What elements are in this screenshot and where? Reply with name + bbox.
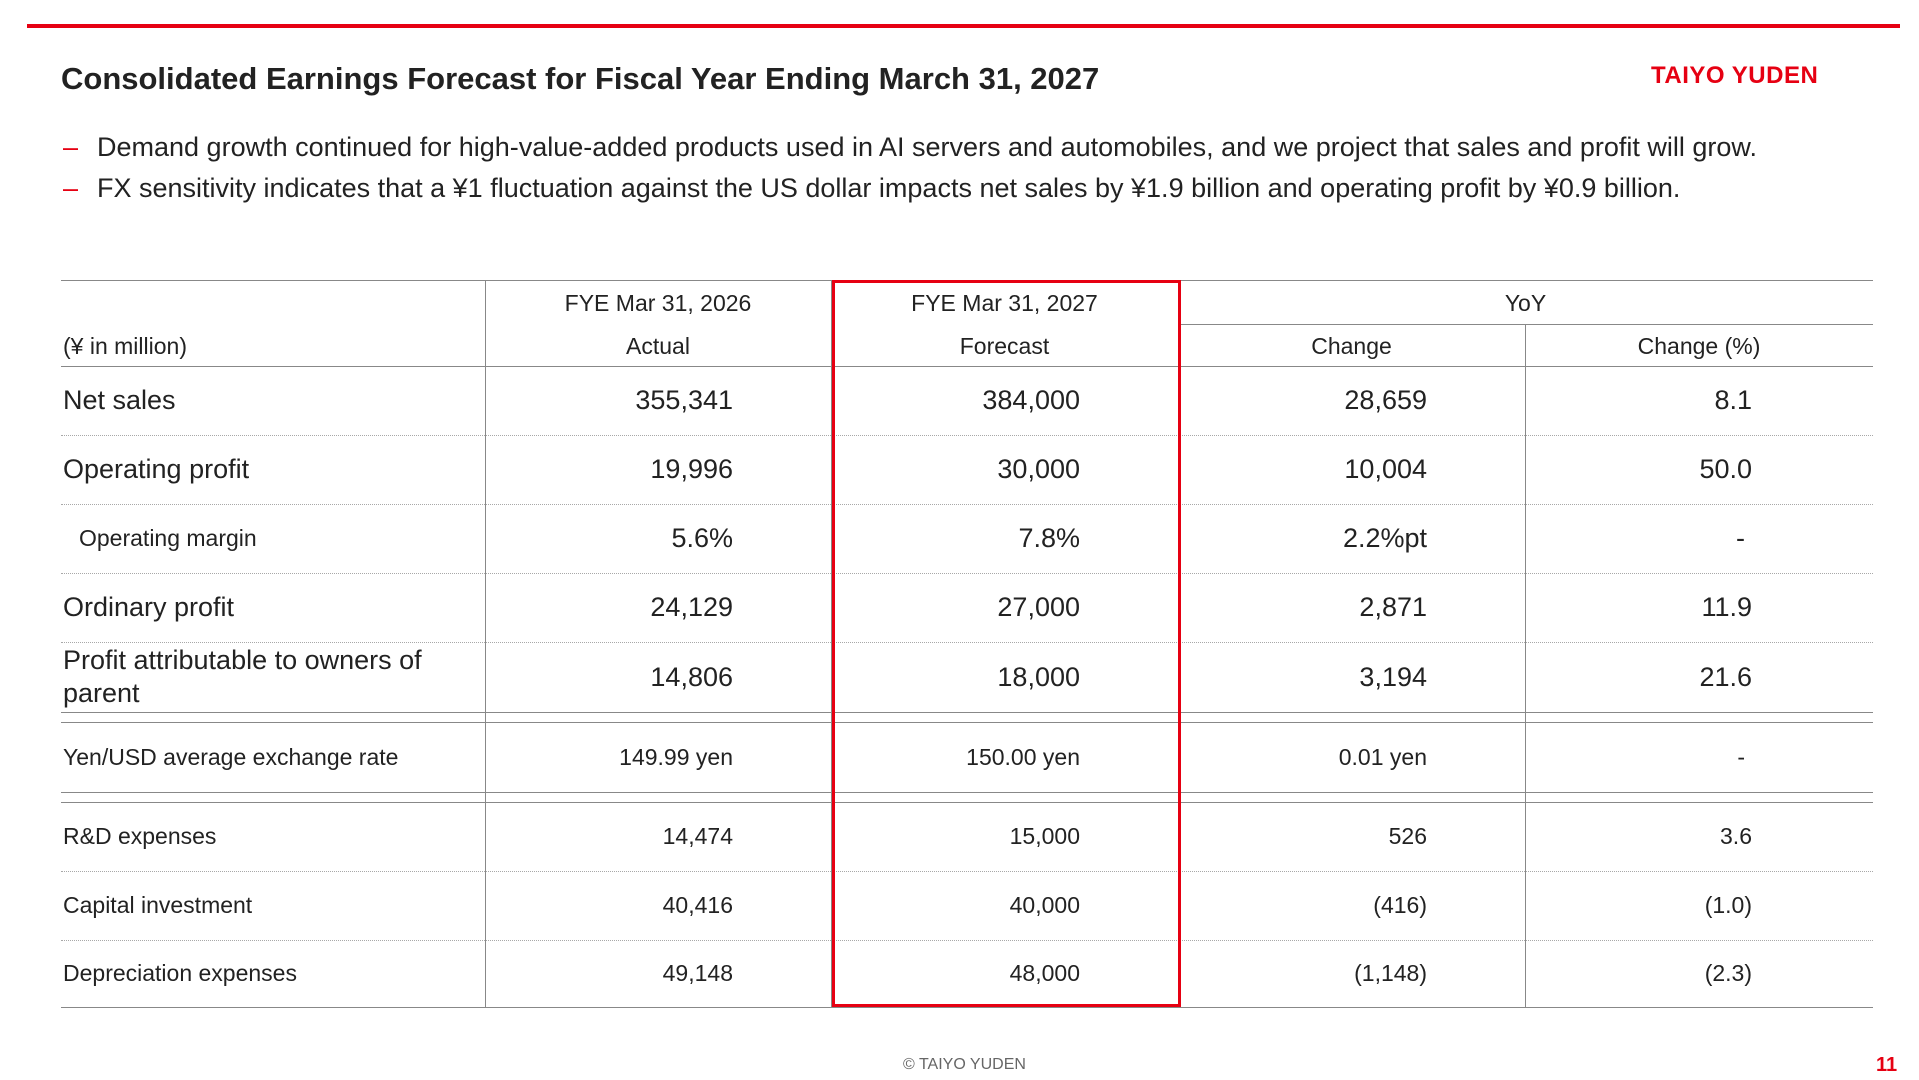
bullet-text: FX sensitivity indicates that a ¥1 fluct… <box>97 173 1681 203</box>
row-label: Operating margin <box>79 525 257 551</box>
row-divider <box>61 871 1873 872</box>
top-accent-rule <box>27 24 1900 28</box>
bullet-dash-icon: – <box>63 132 79 162</box>
col-header-fy2026-type: Actual <box>626 333 690 359</box>
column-divider <box>1525 324 1526 1007</box>
section-rule <box>61 792 1873 793</box>
cell-change-pct: 8.1 <box>1714 385 1752 415</box>
cell-change-pct: (1.0) <box>1704 892 1752 918</box>
cell-actual: 24,129 <box>650 592 733 622</box>
row-label: Net sales <box>63 385 176 415</box>
cell-change: 526 <box>1388 823 1427 849</box>
cell-change-pct: 21.6 <box>1699 661 1752 692</box>
section-rule <box>61 722 1873 723</box>
row-divider <box>61 573 1873 574</box>
cell-change-pct: 50.0 <box>1699 454 1752 484</box>
cell-actual: 49,148 <box>662 960 733 986</box>
cell-forecast: 30,000 <box>997 454 1080 484</box>
section-rule <box>61 802 1873 803</box>
cell-forecast: 27,000 <box>997 592 1080 622</box>
cell-forecast: 40,000 <box>1009 892 1080 918</box>
page-title: Consolidated Earnings Forecast for Fisca… <box>61 61 1100 96</box>
company-logo: TAIYO YUDEN <box>1651 62 1819 89</box>
summary-bullets: – Demand growth continued for high-value-… <box>61 130 1757 212</box>
table-row-net-sales: Net sales 355,341 384,000 28,659 8.1 <box>61 366 1873 435</box>
cell-change: (1,148) <box>1354 960 1427 986</box>
unit-label: (¥ in million) <box>63 333 187 359</box>
cell-change-pct: (2.3) <box>1704 960 1752 986</box>
table-row-rd-expenses: R&D expenses 14,474 15,000 526 3.6 <box>61 802 1873 871</box>
bullet-item: – Demand growth continued for high-value-… <box>61 130 1757 171</box>
cell-actual: 40,416 <box>662 892 733 918</box>
table-row-operating-profit: Operating profit 19,996 30,000 10,004 50… <box>61 435 1873 504</box>
row-divider <box>61 940 1873 941</box>
cell-actual: 14,474 <box>662 823 733 849</box>
section-rule <box>61 712 1873 713</box>
row-divider <box>61 642 1873 643</box>
cell-change-pct: - <box>1737 743 1745 770</box>
table-row-exchange-rate: Yen/USD average exchange rate 149.99 yen… <box>61 722 1873 792</box>
table-row-profit-attributable: Profit attributable to owners of parent … <box>61 642 1873 712</box>
cell-change: 10,004 <box>1344 454 1427 484</box>
cell-change-pct: 3.6 <box>1720 823 1752 849</box>
cell-actual: 5.6% <box>671 523 733 553</box>
row-label: Operating profit <box>63 454 250 484</box>
cell-change: 2.2%pt <box>1342 523 1427 553</box>
row-label: R&D expenses <box>63 823 217 849</box>
cell-change: (416) <box>1373 892 1427 918</box>
col-header-fy2027-type: Forecast <box>959 333 1050 359</box>
col-header-yoy: YoY <box>1504 290 1547 316</box>
cell-forecast: 15,000 <box>1009 823 1080 849</box>
table-row-operating-margin: Operating margin 5.6% 7.8% 2.2%pt - <box>61 504 1873 573</box>
forecast-column-highlight <box>832 280 1181 1007</box>
cell-change: 28,659 <box>1344 385 1427 415</box>
row-divider <box>61 435 1873 436</box>
cell-actual: 14,806 <box>650 661 733 692</box>
cell-change: 0.01 yen <box>1338 743 1427 770</box>
row-label: Capital investment <box>63 892 253 918</box>
row-label: Profit attributable to owners of parent <box>63 645 422 708</box>
row-label: Yen/USD average exchange rate <box>63 743 399 770</box>
page-number: 11 <box>1876 1054 1898 1076</box>
col-header-fy2027-period: FYE Mar 31, 2027 <box>911 290 1098 316</box>
col-header-fy2026-period: FYE Mar 31, 2026 <box>564 290 752 316</box>
cell-forecast: 18,000 <box>997 661 1080 692</box>
cell-change-pct: - <box>1736 523 1745 553</box>
row-label: Ordinary profit <box>63 592 235 622</box>
cell-change: 2,871 <box>1359 592 1427 622</box>
footer-copyright: © TAIYO YUDEN <box>903 1056 1026 1073</box>
column-divider <box>831 280 832 1007</box>
cell-forecast: 150.00 yen <box>966 743 1080 770</box>
table-row-ordinary-profit: Ordinary profit 24,129 27,000 2,871 11.9 <box>61 573 1873 642</box>
table-bottom-rule <box>61 1007 1873 1008</box>
bullet-item: – FX sensitivity indicates that a ¥1 fluc… <box>61 171 1757 212</box>
cell-actual: 149.99 yen <box>619 743 733 770</box>
column-divider <box>485 280 486 1007</box>
cell-actual: 19,996 <box>650 454 733 484</box>
col-header-change-pct: Change (%) <box>1637 333 1761 359</box>
table-row-depreciation: Depreciation expenses 49,148 48,000 (1,1… <box>61 940 1873 1007</box>
header-bottom-rule <box>61 366 1873 367</box>
cell-forecast: 384,000 <box>982 385 1080 415</box>
cell-forecast: 7.8% <box>1018 523 1080 553</box>
cell-change-pct: 11.9 <box>1701 592 1752 622</box>
cell-actual: 355,341 <box>635 385 733 415</box>
cell-change: 3,194 <box>1359 661 1427 692</box>
earnings-forecast-table: FYE Mar 31, 2026 Actual FYE Mar 31, 2027… <box>61 280 1873 1008</box>
row-label: Depreciation expenses <box>63 960 297 986</box>
bullet-dash-icon: – <box>63 173 79 203</box>
col-header-change: Change <box>1311 333 1392 359</box>
bullet-text: Demand growth continued for high-value-a… <box>97 132 1757 162</box>
row-divider <box>61 504 1873 505</box>
table-row-capital-investment: Capital investment 40,416 40,000 (416) (… <box>61 871 1873 940</box>
cell-forecast: 48,000 <box>1009 960 1080 986</box>
